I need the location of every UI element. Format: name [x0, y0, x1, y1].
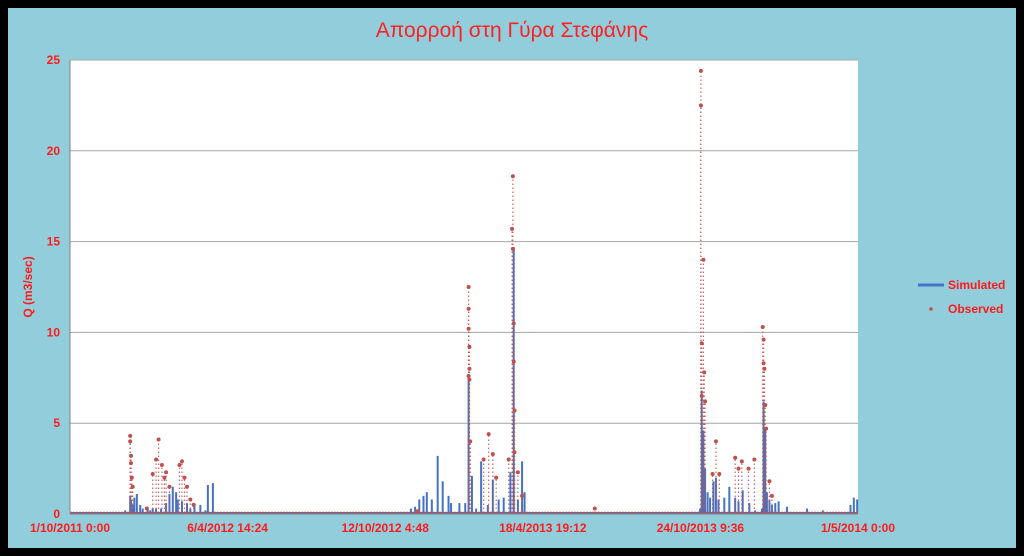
observed-point: [510, 246, 515, 251]
x-tick-label-5: 1/5/2014 0:00: [821, 521, 895, 535]
observed-point: [468, 439, 473, 444]
observed-point: [486, 432, 491, 437]
y-tick-label-15: 15: [47, 235, 61, 249]
observed-point: [167, 484, 172, 489]
plot-area: [70, 60, 858, 514]
observed-point: [512, 408, 517, 413]
y-tick-label-5: 5: [53, 416, 60, 430]
observed-point: [739, 459, 744, 464]
observed-point: [761, 361, 766, 366]
legend-observed-label: Observed: [948, 302, 1003, 316]
observed-point: [733, 455, 738, 460]
observed-point: [713, 439, 718, 444]
observed-point: [415, 509, 420, 514]
observed-point: [710, 472, 715, 477]
x-tick-label-0: 1/10/2011 0:00: [30, 521, 110, 535]
observed-point: [760, 324, 765, 329]
observed-point: [494, 475, 499, 480]
observed-point: [511, 321, 516, 326]
observed-point: [717, 472, 722, 477]
observed-point: [699, 341, 704, 346]
observed-point: [184, 484, 189, 489]
observed-point: [179, 459, 184, 464]
observed-point: [467, 344, 472, 349]
observed-point: [767, 479, 772, 484]
observed-point: [129, 461, 134, 466]
observed-point: [763, 403, 768, 408]
y-tick-label-0: 0: [53, 507, 60, 521]
axes: [69, 60, 858, 515]
observed-point: [188, 497, 193, 502]
x-tick-label-3: 18/4/2013 19:12: [499, 521, 587, 535]
y-tick-label-20: 20: [47, 144, 61, 158]
x-tick-label-1: 6/4/2012 14:24: [187, 521, 268, 535]
observed-point: [703, 399, 708, 404]
x-tick-labels: 1/10/2011 0:00 6/4/2012 14:24 12/10/2012 4…: [30, 521, 895, 535]
observed-point: [490, 452, 495, 457]
observed-point: [128, 439, 133, 444]
observed-point: [182, 475, 187, 480]
x-tick-label-4: 24/10/2013 9:36: [657, 521, 745, 535]
x-tick-label-2: 12/10/2012 4:48: [341, 521, 429, 535]
legend-simulated-label: Simulated: [948, 278, 1005, 292]
observed-point: [162, 475, 167, 480]
observed-point: [130, 484, 135, 489]
y-tick-label-25: 25: [47, 53, 61, 67]
y-tick-label-10: 10: [47, 325, 61, 339]
observed-point: [129, 475, 134, 480]
gridlines: [70, 59, 858, 424]
y-axis-label: Q (m3/sec): [21, 256, 35, 317]
observed-point: [150, 472, 155, 477]
observed-series: [70, 68, 858, 514]
observed-point: [698, 68, 703, 73]
legend: Simulated Observed: [918, 278, 1005, 316]
chart-title: Απορροή στη Γύρα Στεφάνης: [376, 19, 648, 42]
observed-point: [466, 285, 471, 289]
observed-point: [698, 103, 703, 108]
legend-observed-swatch: [929, 307, 933, 311]
observed-point: [511, 359, 516, 364]
y-tick-labels: 0 5 10 15 20 25: [47, 53, 61, 521]
